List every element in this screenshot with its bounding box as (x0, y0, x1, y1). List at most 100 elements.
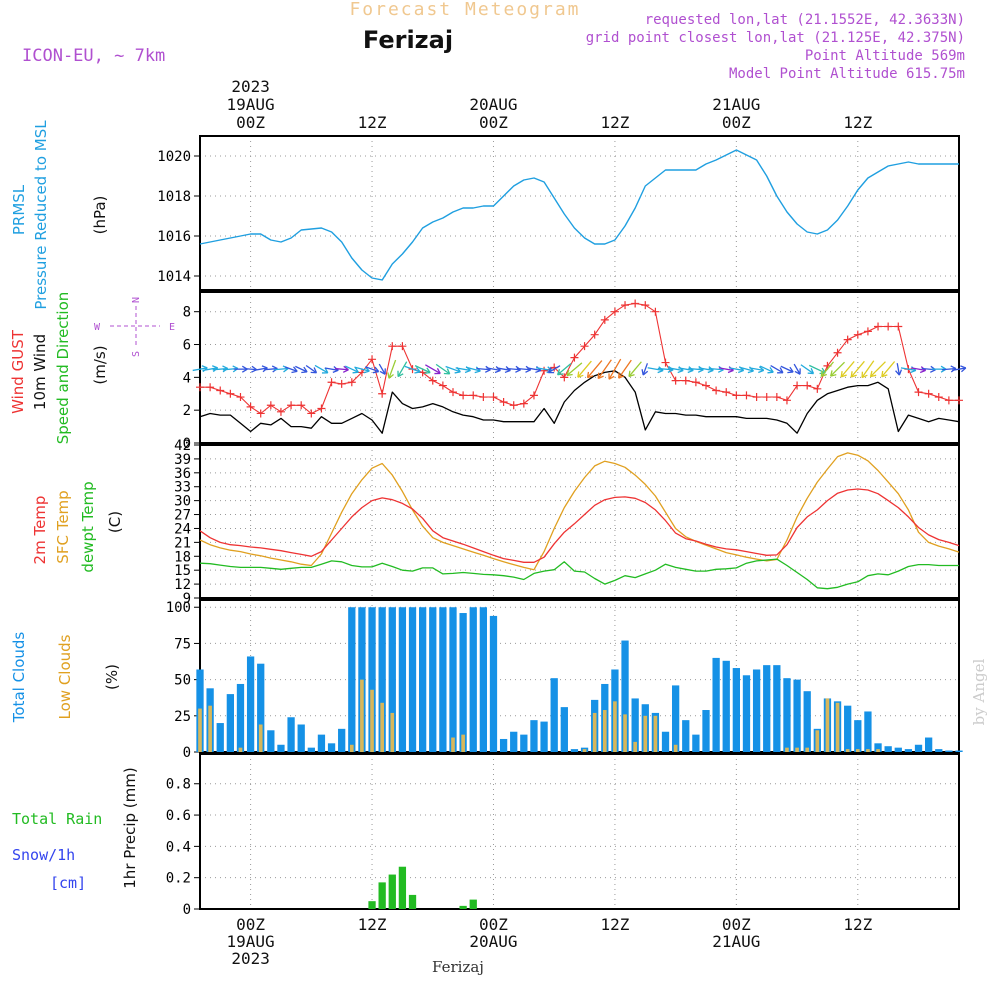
wind-arrow (628, 361, 642, 378)
gust-marker (843, 335, 852, 344)
wind-arrow (770, 365, 784, 374)
y-tick-label: 0 (183, 902, 191, 918)
gust-marker (833, 348, 842, 357)
gust-marker (266, 401, 275, 410)
total-cloud-bar (621, 640, 629, 752)
compass-east: E (169, 322, 175, 333)
wind-arrow (881, 361, 896, 378)
y-tick-label: 24 (174, 521, 191, 537)
gust-marker (307, 409, 316, 418)
gust-marker (196, 383, 204, 392)
gust-marker (449, 388, 457, 397)
gust-marker (600, 315, 609, 324)
gust-marker (924, 389, 933, 398)
top-time-label: 2023 (231, 77, 270, 96)
gust-marker (762, 393, 771, 402)
low-cloud-bar (785, 747, 789, 752)
wind-arrow (577, 360, 592, 378)
low-cloud-bar (208, 705, 212, 752)
total-cloud-bar (904, 749, 913, 752)
precip-axis-label: 1hr Precip (mm) (121, 767, 139, 888)
wind-arrow (820, 361, 835, 378)
wind-arrow (435, 363, 451, 375)
compass-north: N (131, 297, 142, 303)
total-cloud-bar (398, 607, 407, 752)
y-tick-label: 0.6 (166, 808, 191, 824)
gust-marker (236, 393, 245, 402)
gust-marker (529, 391, 538, 400)
gust-marker (428, 376, 437, 385)
y-tick-label: 8 (183, 305, 191, 321)
total-cloud-bar (884, 746, 892, 752)
y-tick-label: 2 (183, 403, 191, 419)
rain-bar (378, 882, 386, 909)
y-tick-label: 30 (174, 494, 191, 510)
total-cloud-bar (955, 750, 963, 752)
low-cloud-bar (370, 689, 374, 752)
gust-marker (570, 353, 579, 362)
y-tick-label: 100 (166, 600, 191, 616)
wind-arrow (284, 366, 298, 374)
gust-marker (509, 401, 518, 410)
gust-marker (772, 393, 781, 402)
total-cloud-bar (671, 685, 680, 752)
rain-bar (388, 874, 396, 909)
gust-marker (287, 401, 296, 410)
gust-marker (540, 366, 549, 375)
y-tick-label: 25 (174, 709, 191, 725)
wind-panel-frame (199, 291, 960, 444)
total-cloud-bar (277, 744, 285, 752)
wind-arrow (295, 365, 308, 374)
y-tick-label: 0 (183, 745, 191, 761)
y-tick-label: 15 (174, 563, 191, 579)
precip-panel-axes: 0 0.2 0.4 0.6 0.8 (166, 753, 960, 918)
total-cloud-bar (631, 698, 639, 752)
low-cloud-bar (633, 741, 637, 752)
y-tick-label: 0.2 (166, 871, 191, 887)
total-cloud-bar (692, 734, 700, 752)
gust-marker (388, 342, 397, 351)
low-cloud-bar (825, 698, 830, 752)
dewpt-label: dewpt Temp (79, 481, 97, 572)
temp2m-line (199, 488, 960, 563)
low-cloud-bar (643, 715, 648, 752)
wind-arrow (425, 364, 441, 375)
gust-marker (297, 401, 306, 410)
wind-speed-line (199, 370, 960, 434)
wind-unit: (m/s) (91, 345, 109, 384)
gust-marker (438, 381, 447, 390)
total-cloud-bar (924, 737, 933, 752)
y-tick-label: 0.8 (166, 777, 191, 793)
total-cloud-bar (530, 720, 538, 752)
gust-marker (246, 402, 255, 411)
total-cloud-bar (378, 607, 386, 752)
rain-bar (368, 901, 376, 909)
total-cloud-bar (550, 678, 558, 752)
y-tick-label: 33 (174, 480, 191, 496)
gust-marker (884, 322, 893, 331)
wind-arrow (618, 359, 632, 379)
total-cloud-bar (763, 665, 771, 752)
total-cloud-bar (216, 723, 224, 752)
low-cloud-bar (613, 701, 617, 752)
total-cloud-bar (712, 657, 720, 752)
cloud-unit: (%) (103, 664, 121, 690)
low-clouds-label: Low Clouds (56, 634, 74, 719)
compass-rose: N S W E (94, 297, 175, 357)
top-time-label: 00Z (236, 113, 265, 132)
wind-arrow (305, 364, 318, 374)
total-cloud-bar (489, 615, 498, 752)
gust-marker (560, 373, 569, 382)
gust-marker (641, 301, 650, 310)
wind-arrow (780, 365, 794, 374)
bottom-time-label: 12Z (843, 915, 872, 934)
gust-marker (661, 358, 670, 367)
total-cloud-bar (803, 691, 811, 752)
total-cloud-bar (469, 607, 477, 752)
temp-unit: (C) (106, 511, 124, 533)
gust-marker (702, 381, 710, 390)
chart-title: Forecast Meteogram (349, 0, 580, 20)
wind-arrow (414, 365, 431, 374)
y-tick-label: 9 (183, 591, 191, 607)
